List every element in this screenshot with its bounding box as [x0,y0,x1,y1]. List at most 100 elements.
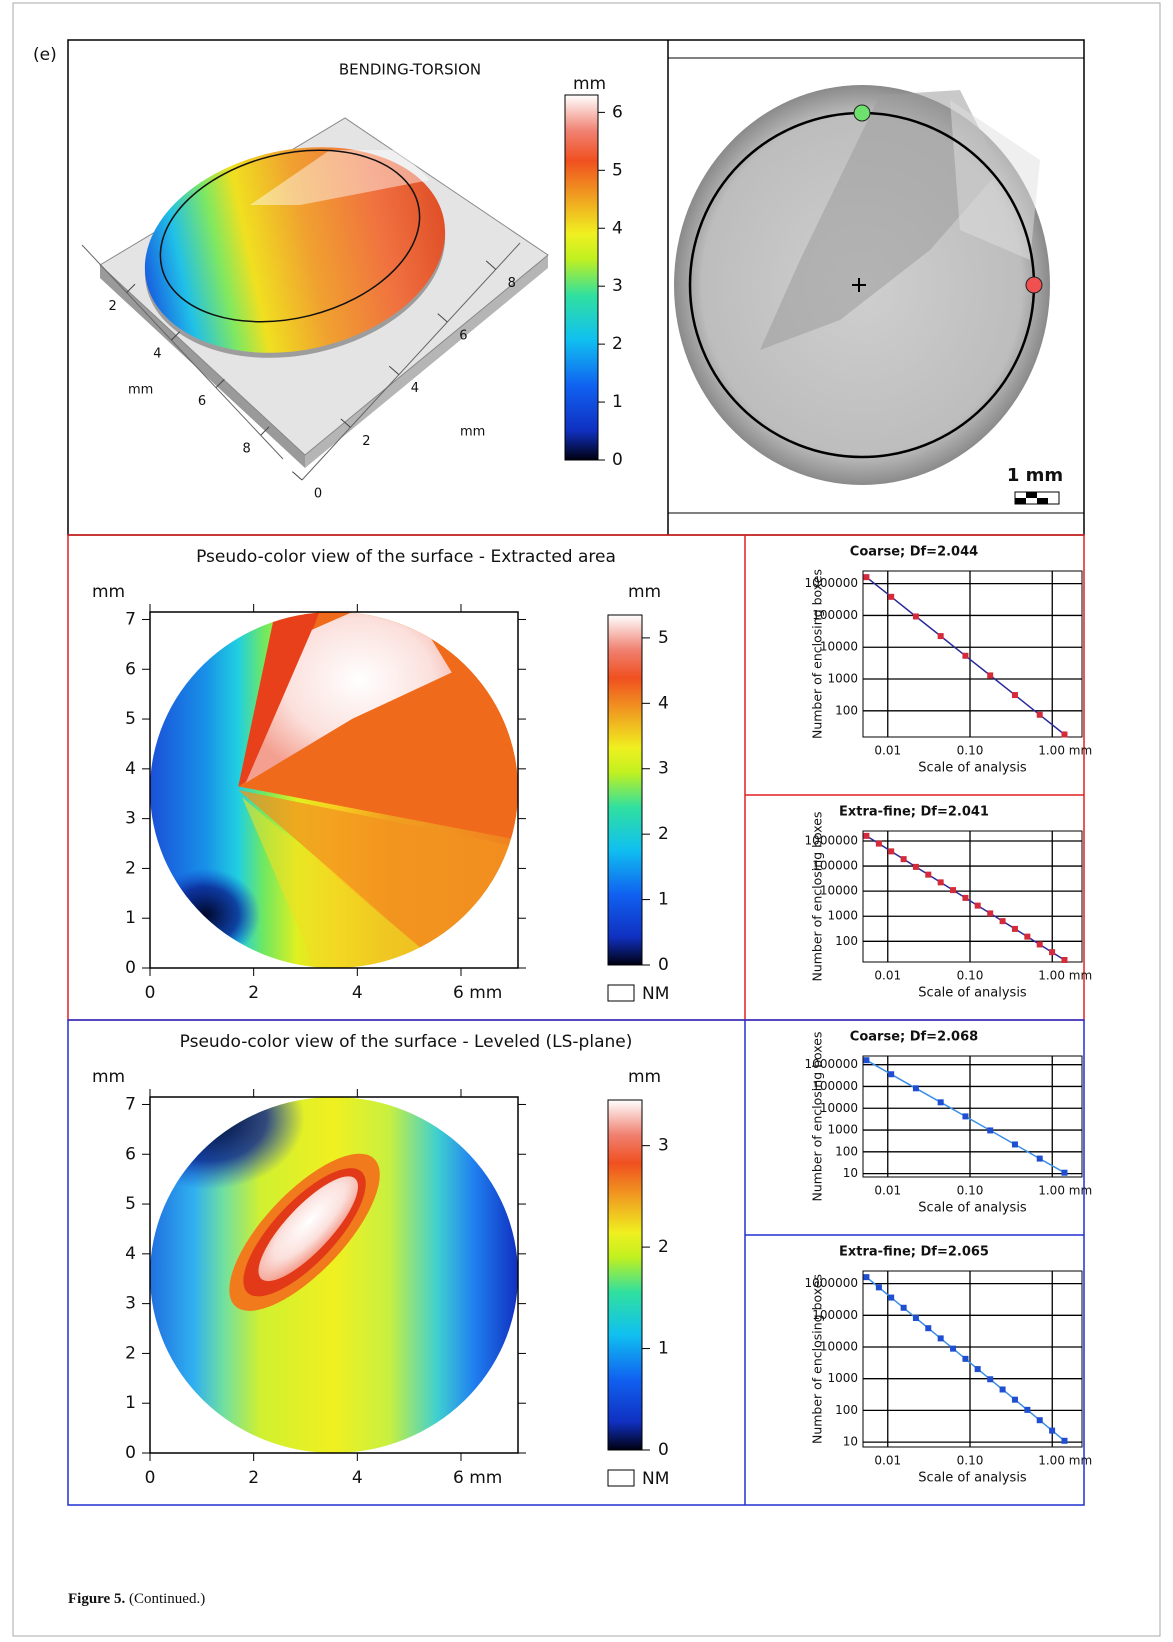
data-point [1061,1169,1068,1176]
data-point [1036,1417,1043,1424]
y-tick-label: 10000 [820,884,858,898]
x-tick-label: 6 mm [453,983,502,1003]
x-tick-label: 0 [145,1468,156,1488]
axis-3d-tick [485,260,497,270]
data-point [987,1127,994,1134]
data-point [912,863,919,870]
data-point [950,887,957,894]
colorbar-tick-label: 6 [612,102,623,122]
colorbar-tick-label: 1 [612,392,623,412]
nm-label: NM [642,984,669,1004]
data-point [962,1355,969,1362]
y-tick-label: 6 [125,1144,136,1164]
y-tick-label: 10000 [820,1340,858,1354]
x-tick-label: 2 [248,983,259,1003]
plot-area [862,1270,1083,1448]
y-tick-label: 1000 [827,1371,858,1385]
axis-3d-tick-label: 2 [362,434,370,449]
data-point [912,1314,919,1321]
map-y-unit: mm [92,1067,125,1087]
map-region [245,612,452,783]
y-axis-label: Number of enclosing boxes [810,569,825,739]
surface-top [674,85,1060,505]
y-tick-label: 10000 [820,640,858,654]
y-tick-label: 7 [125,1094,136,1114]
data-point [1049,949,1056,956]
y-tick-label: 7 [125,609,136,629]
y-tick-label: 100 [835,703,858,717]
y-tick-label: 2 [125,1343,136,1363]
y-tick-label: 1 [125,908,136,928]
y-tick-label: 100 [835,1144,858,1158]
data-point [1011,1396,1018,1403]
data-point [1011,1141,1018,1148]
colorbar-tick-label: 2 [658,824,669,844]
title-3d: BENDING-TORSION [339,61,481,79]
y-tick-label: 100 [835,1403,858,1417]
data-point [863,574,870,581]
x-axis-label: Scale of analysis [918,1471,1027,1486]
data-point [1011,692,1018,699]
axis-3d-tick [260,426,270,436]
data-point [937,1099,944,1106]
chart-title: Coarse; Df=2.044 [850,545,978,560]
y-tick-label: 1000 [827,672,858,686]
axis-3d-tick [215,378,225,389]
x-tick-label: 1.00 mm [1038,744,1092,758]
plot-area [862,570,1083,738]
colorbar-tick-label: 1 [658,890,669,910]
colorbar-tick-label: 2 [658,1237,669,1257]
x-axis-label: Scale of analysis [918,986,1027,1001]
chart-title: Extra-fine; Df=2.065 [839,1245,989,1260]
axis-3d-tick [437,313,448,323]
y-tick-label: 4 [125,1244,136,1264]
colorbar-tick-label: 1 [658,1339,669,1359]
data-point [875,1284,882,1291]
data-point [974,902,981,909]
y-tick-label: 100000 [812,608,858,622]
colorbar-tick-label: 4 [612,218,623,238]
data-point [900,856,907,863]
colorbar [564,94,599,461]
y-tick-label: 2 [125,858,136,878]
colorbar [607,614,643,966]
y-axis-label: Number of enclosing boxes [810,1031,825,1201]
y-tick-label: 1000000 [805,576,858,590]
y-tick-label: 100000 [812,1079,858,1093]
x-tick-label: 0.10 [957,969,984,983]
data-point [1036,1155,1043,1162]
caption-label: Figure 5. [68,1591,125,1607]
nm-swatch [607,984,635,1002]
y-tick-label: 10 [843,1166,858,1180]
data-point [962,894,969,901]
y-tick-label: 1000 [827,909,858,923]
colorbar-tick-label: 4 [658,693,669,713]
y-axis-label: Number of enclosing boxes [810,811,825,981]
y-tick-label: 0 [125,958,136,978]
map-image [150,1097,518,1453]
map-title: Pseudo-color view of the surface - Extra… [196,547,616,567]
axis-3d-tick-label: 8 [508,276,516,291]
data-point [875,840,882,847]
y-tick-label: 3 [125,809,136,829]
x-tick-label: 1.00 mm [1038,1184,1092,1198]
data-point [888,1294,895,1301]
nm-swatch [607,1469,635,1487]
axis-3d-tick [340,418,351,428]
y-axis-label: Number of enclosing boxes [810,1274,825,1444]
x-tick-label: 6 mm [453,1468,502,1488]
x-tick-label: 4 [352,983,363,1003]
x-tick-label: 2 [248,1468,259,1488]
data-point [987,1376,994,1383]
y-tick-label: 10 [843,1435,858,1449]
y-tick-label: 1000 [827,1123,858,1137]
axis-3d [81,244,284,460]
colorbar [607,1099,643,1451]
map-region [238,790,518,968]
data-point [1011,925,1018,932]
x-tick-label: 1.00 mm [1038,1454,1092,1468]
data-point [888,593,895,600]
data-point [912,1085,919,1092]
